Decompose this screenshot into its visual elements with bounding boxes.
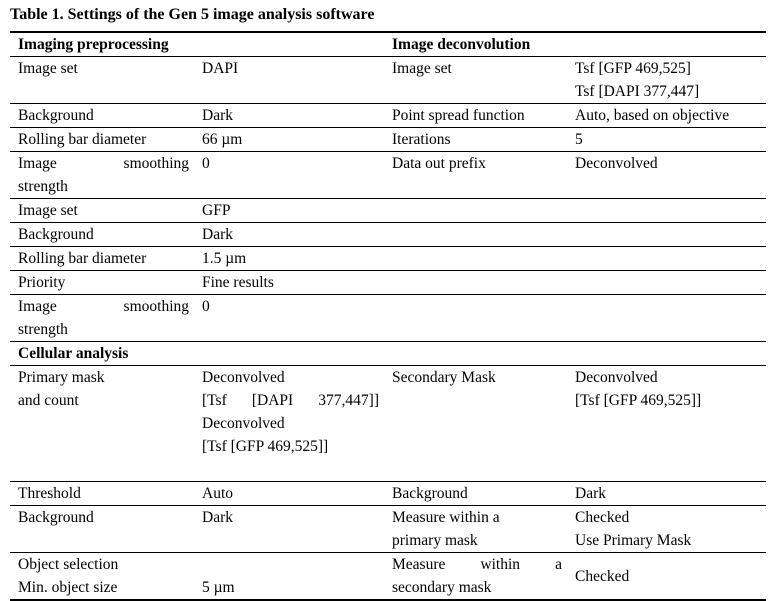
cell: Image set <box>10 56 194 104</box>
cell: Secondary Mask <box>384 365 567 482</box>
cell: Auto, based on objective <box>567 103 766 128</box>
cell: Primary mask and count <box>10 365 194 482</box>
cell <box>384 246 567 271</box>
cell-line: secondary mask <box>392 579 492 596</box>
cell: 0 <box>194 294 384 342</box>
table-row: Cellular analysis <box>10 341 766 366</box>
cell <box>384 198 567 223</box>
table-row: Background Dark Measure within a primary… <box>10 505 766 553</box>
cell <box>567 246 766 271</box>
cell: Dark <box>194 505 384 553</box>
cell: GFP <box>194 198 384 223</box>
table-row: Image smoothing strength 0 <box>10 294 766 342</box>
cell <box>567 198 766 223</box>
cell: Dark <box>567 481 766 506</box>
section-header-cellular-analysis: Cellular analysis <box>10 341 766 366</box>
table-row: Rolling bar diameter 1.5 µm <box>10 246 766 271</box>
cell: Deconvolved [Tsf [GFP 469,525]] <box>567 365 766 482</box>
cell-word: strength <box>18 178 68 195</box>
cell-word: [Tsf <box>202 392 227 409</box>
cell-word: Measure <box>392 556 446 573</box>
cell: Auto <box>194 481 384 506</box>
section-header-imaging-preprocessing: Imaging preprocessing <box>10 31 384 57</box>
settings-table: Imaging preprocessing Image deconvolutio… <box>10 31 766 601</box>
table-caption: Table 1. Settings of the Gen 5 image ana… <box>10 6 375 23</box>
cell <box>567 270 766 295</box>
cell <box>384 294 567 342</box>
cell: 5 <box>567 127 766 152</box>
table-row: Rolling bar diameter 66 µm Iterations 5 <box>10 127 766 152</box>
cell: Background <box>384 481 567 506</box>
cell: Iterations <box>384 127 567 152</box>
table-row: Primary mask and count Deconvolved [Tsf [… <box>10 365 766 482</box>
cell-word: 377,447]] <box>318 392 379 409</box>
cell: Background <box>10 222 194 247</box>
cell: Point spread function <box>384 103 567 128</box>
section-header-image-deconvolution: Image deconvolution <box>384 31 766 57</box>
cell: Image set <box>10 198 194 223</box>
cell: Image smoothing strength <box>10 151 194 199</box>
cell: Checked Use Primary Mask <box>567 505 766 553</box>
cell: Deconvolved <box>567 151 766 199</box>
cell-word: a <box>555 556 562 573</box>
table-row: Background Dark <box>10 222 766 247</box>
cell-word: smoothing <box>123 298 189 315</box>
cell-word: [DAPI <box>251 392 294 409</box>
cell-line: Deconvolved <box>202 369 285 386</box>
cell-line: Deconvolved [Tsf [GFP 469,525]] <box>202 415 329 455</box>
cell <box>384 270 567 295</box>
cell: Dark <box>194 103 384 128</box>
cell: Fine results <box>194 270 384 295</box>
table-row: Image smoothing strength 0 Data out prefi… <box>10 151 766 199</box>
cell: 66 µm <box>194 127 384 152</box>
cell: Tsf [GFP 469,525] Tsf [DAPI 377,447] <box>567 56 766 104</box>
cell: Rolling bar diameter <box>10 127 194 152</box>
table-row: Threshold Auto Background Dark <box>10 481 766 506</box>
table-row: Image set GFP <box>10 198 766 223</box>
cell: Rolling bar diameter <box>10 246 194 271</box>
cell: Dark <box>194 222 384 247</box>
cell-word: within <box>480 556 521 573</box>
cell-word: strength <box>18 321 68 338</box>
cell-word: Image <box>18 298 57 315</box>
cell: 0 <box>194 151 384 199</box>
cell: Image set <box>384 56 567 104</box>
cell <box>567 294 766 342</box>
cell: Threshold <box>10 481 194 506</box>
cell-word: Image <box>18 155 57 172</box>
cell <box>567 222 766 247</box>
table-row: Priority Fine results <box>10 270 766 295</box>
cell <box>384 222 567 247</box>
table-row: Background Dark Point spread function Au… <box>10 103 766 128</box>
cell: Data out prefix <box>384 151 567 199</box>
cell: Measure within a primary mask <box>384 505 567 553</box>
cell: Background <box>10 103 194 128</box>
cell: Image smoothing strength <box>10 294 194 342</box>
table-row: Imaging preprocessing Image deconvolutio… <box>10 31 766 57</box>
cell: Background <box>10 505 194 553</box>
cell-word: smoothing <box>123 155 189 172</box>
cell: Deconvolved [Tsf [DAPI 377,447]] Deconvolv… <box>194 365 384 482</box>
cell: 1.5 µm <box>194 246 384 271</box>
table-row: Image set DAPI Image set Tsf [GFP 469,52… <box>10 56 766 104</box>
cell: Priority <box>10 270 194 295</box>
cell: DAPI <box>194 56 384 104</box>
